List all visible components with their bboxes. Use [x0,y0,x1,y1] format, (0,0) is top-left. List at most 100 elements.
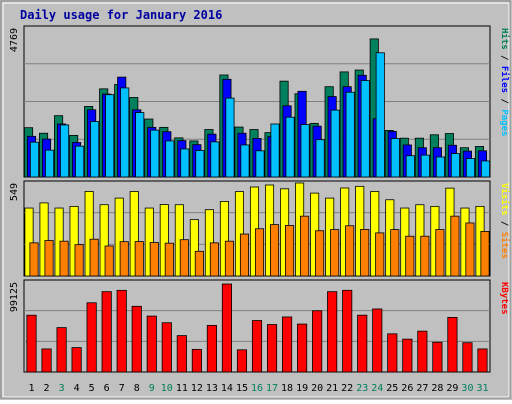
bar-sites [149,242,159,277]
bar-sites [360,229,370,277]
bar-kbytes [417,330,428,373]
day-label: 7 [119,383,125,394]
panel-hits-files-pages: 4769 Hits / Files / Pages [9,25,510,178]
bar-pages [90,121,100,178]
bar-pages [165,140,175,178]
bar-sites [285,225,295,277]
bar-pages [120,87,130,178]
bar-sites [179,239,189,277]
y-max-label: 4769 [9,28,20,52]
bar-sites [29,242,39,277]
bar-kbytes [266,324,278,373]
y-max-label: 99125 [9,282,20,312]
legend: KBytes [499,282,509,315]
bar-sites [194,250,204,277]
bar-kbytes [387,333,398,373]
bar-visits [129,191,139,277]
bar-kbytes [86,302,97,373]
legend-entry-files: Files [499,66,510,93]
day-label: 2 [44,383,50,394]
bar-kbytes [41,348,52,373]
legend: Hits / Files / Pages [499,28,510,136]
bar-sites [89,238,99,277]
bar-sites [480,231,490,277]
bar-pages [75,145,85,178]
bar-kbytes [131,305,142,373]
bar-visits [114,197,124,277]
bar-kbytes [477,348,488,373]
day-label: 12 [191,383,203,394]
bar-pages [60,124,70,178]
legend-entry-hits: Hits [499,28,510,50]
day-label: 28 [431,383,443,394]
bar-kbytes [297,323,308,373]
day-label: 16 [251,383,263,394]
bar-pages [195,150,205,178]
bar-kbytes [327,291,338,373]
bar-kbytes [101,291,112,373]
bar-visits [24,207,34,277]
legend-entry-kbytes: KBytes [499,282,509,315]
bar-pages [405,155,415,178]
bar-kbytes [432,341,443,373]
bar-sites [315,230,325,277]
bar-pages [450,153,460,178]
bar-sites [269,224,280,277]
day-label: 24 [371,383,383,394]
legend-entry-sites: Sites [499,232,510,259]
bar-pages [435,156,445,178]
bar-sites [104,245,114,277]
legend-separator: / [499,216,509,232]
bar-pages [210,141,220,178]
bar-sites [375,232,385,277]
bar-sites [254,228,265,277]
bar-visits [39,202,49,277]
bar-sites [435,229,445,277]
day-labels: 1 2 3 4 5 6 7 8 9 10 11 12 13 14 15 16 17 18 19 20 21 22 23 24 2… [29,383,489,394]
day-label: 11 [176,383,188,394]
bar-sites [164,242,174,277]
legend-entry-pages: Pages [499,109,509,136]
chart-title: Daily usage for January 2016 [20,8,222,22]
bar-pages [180,148,190,178]
bar-kbytes [116,289,127,373]
bar-pages [45,149,55,178]
day-label: 22 [341,383,353,394]
bar-pages [345,91,355,178]
bar-visits [144,207,154,277]
bar-sites [119,241,129,277]
day-label: 3 [59,383,65,394]
bar-sites [44,240,54,277]
bar-pages [240,144,250,178]
bar-kbytes [282,316,293,373]
day-label: 25 [386,383,398,394]
bar-kbytes [462,342,473,373]
bar-sites [134,241,144,277]
bar-pages [465,158,475,178]
bar-pages [315,139,325,178]
bar-kbytes [206,324,217,373]
bar-pages [225,97,235,178]
bar-kbytes [191,348,202,373]
bar-sites [74,244,84,277]
bar-kbytes [161,322,172,373]
day-label: 5 [89,383,95,394]
bar-sites [390,229,400,277]
day-label: 17 [266,383,278,394]
bar-sites [345,225,355,277]
bar-pages [29,141,40,178]
bar-pages [285,116,295,178]
bar-kbytes [71,347,82,373]
day-label: 20 [311,383,323,394]
bar-sites [300,215,310,277]
bar-pages [390,138,400,178]
legend-separator: / [499,93,509,109]
bar-kbytes [236,349,248,373]
bar-kbytes [56,327,67,373]
day-label: 23 [356,383,368,394]
bar-visits [99,204,109,277]
bar-pages [360,80,370,178]
bar-pages [150,129,160,178]
day-label: 26 [401,383,413,394]
